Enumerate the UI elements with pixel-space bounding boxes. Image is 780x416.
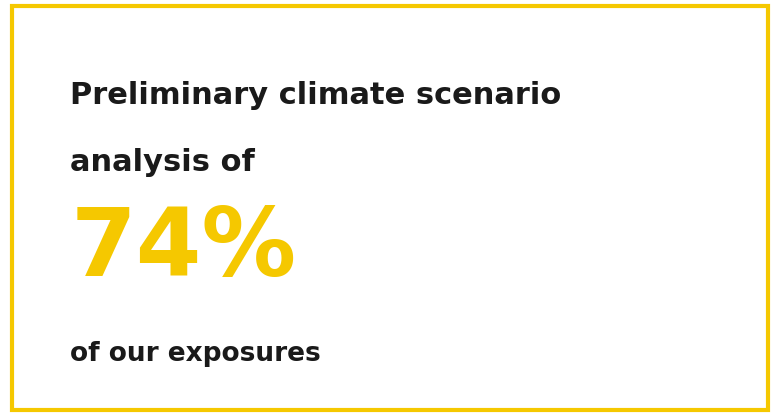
Text: of our exposures: of our exposures: [70, 341, 321, 366]
Text: Preliminary climate scenario: Preliminary climate scenario: [70, 81, 562, 110]
Text: 74%: 74%: [70, 203, 296, 296]
Text: analysis of: analysis of: [70, 148, 255, 177]
